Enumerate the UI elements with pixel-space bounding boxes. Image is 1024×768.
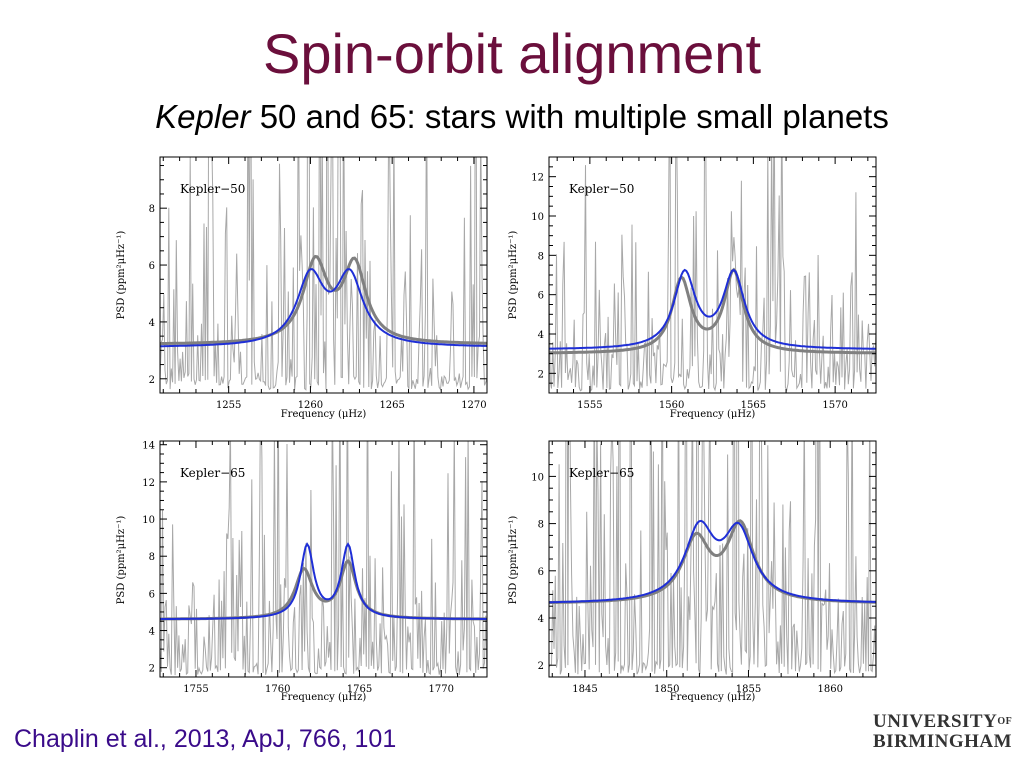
y-tick-label: 8	[538, 251, 544, 262]
x-axis-label: Frequency (μHz)	[281, 692, 367, 703]
y-tick-label: 2	[149, 375, 155, 386]
y-tick-label: 14	[142, 441, 155, 452]
x-tick-label: 1255	[216, 400, 241, 411]
y-tick-label: 8	[149, 552, 155, 563]
y-tick-label: 4	[149, 627, 155, 638]
y-tick-label: 10	[531, 212, 544, 223]
panel-label: Kepler−50	[569, 182, 634, 196]
chart-panel-3: 1755 1760 1765 1770 2 4 6 8 10 12 14 Kepler−65 Frequ…	[116, 440, 488, 703]
chart-panel-2: 1555 1560 1565 1570 2 4 6 8 10 12 Kepler−50 Frequen…	[508, 156, 877, 420]
y-axis-label: PSD (ppm²μHz⁻¹)	[508, 231, 519, 320]
subtitle-italic: Kepler	[155, 98, 251, 135]
x-tick-label: 1555	[577, 400, 602, 411]
x-tick-label: 1770	[428, 684, 453, 695]
y-tick-label: 4	[149, 318, 155, 329]
x-axis-label: Frequency (μHz)	[670, 409, 756, 420]
x-tick-label: 1850	[654, 684, 679, 695]
y-tick-label: 8	[538, 520, 544, 531]
model-fit-line	[549, 519, 876, 604]
raw-spectrum-line	[160, 157, 487, 392]
x-tick-label: 1855	[736, 684, 761, 695]
x-axis-label: Frequency (μHz)	[281, 409, 367, 420]
citation: Chaplin et al., 2013, ApJ, 766, 101	[14, 725, 397, 753]
model-fit-line	[549, 268, 876, 350]
panel-label: Kepler−50	[180, 182, 245, 196]
x-tick-label: 1265	[379, 400, 404, 411]
smoothed-spectrum-line	[160, 254, 487, 346]
y-tick-label: 2	[149, 664, 155, 675]
y-tick-label: 6	[538, 567, 544, 578]
y-tick-label: 2	[538, 369, 544, 380]
y-tick-label: 8	[149, 204, 155, 215]
y-tick-label: 2	[538, 661, 544, 672]
raw-spectrum-line	[160, 441, 487, 676]
raw-spectrum-line	[549, 441, 876, 675]
university-logo: UNIVERSITYOF BIRMINGHAM	[873, 712, 1012, 752]
raw-spectrum-line	[549, 157, 876, 393]
y-tick-label: 6	[149, 589, 155, 600]
x-tick-label: 1570	[822, 400, 847, 411]
x-tick-label: 1760	[265, 684, 290, 695]
y-tick-label: 12	[531, 173, 544, 184]
x-tick-label: 1565	[741, 400, 766, 411]
smoothed-spectrum-line	[549, 267, 876, 355]
y-tick-label: 6	[538, 291, 544, 302]
slide-title: Spin-orbit alignment	[262, 22, 762, 85]
y-tick-label: 4	[538, 614, 544, 625]
y-tick-label: 12	[142, 478, 155, 489]
logo-line-1: UNIVERSITY	[873, 711, 998, 732]
logo-of: OF	[997, 716, 1013, 727]
x-tick-label: 1755	[183, 684, 208, 695]
chart-panel-4: 1845 1850 1855 1860 2 4 6 8 10 Kepler−65 Frequency…	[508, 440, 877, 703]
x-axis-label: Frequency (μHz)	[670, 692, 756, 703]
plot-frame	[159, 440, 488, 678]
y-axis-label: PSD (ppm²μHz⁻¹)	[116, 231, 127, 320]
subtitle-rest: 50 and 65: stars with multiple small pla…	[250, 98, 889, 135]
x-tick-label: 1845	[572, 684, 597, 695]
x-tick-label: 1270	[461, 400, 486, 411]
y-axis-label: PSD (ppm²μHz⁻¹)	[508, 516, 519, 605]
y-tick-label: 10	[531, 472, 544, 483]
x-tick-label: 1765	[347, 684, 372, 695]
panel-label: Kepler−65	[569, 466, 634, 480]
x-tick-label: 1560	[659, 400, 684, 411]
slide-subtitle: Kepler 50 and 65: stars with multiple sm…	[0, 97, 1024, 137]
panel-label: Kepler−65	[180, 466, 245, 480]
y-tick-label: 4	[538, 330, 544, 341]
y-tick-label: 10	[142, 515, 155, 526]
model-fit-line	[160, 268, 487, 348]
plot-frame	[159, 156, 488, 394]
y-axis-label: PSD (ppm²μHz⁻¹)	[116, 516, 127, 605]
y-tick-label: 6	[149, 261, 155, 272]
chart-panel-1: 1255 1260 1265 1270 2 4 6 8 Kepler−50 Frequency (…	[116, 156, 488, 420]
logo-line-2: BIRMINGHAM	[873, 731, 1013, 752]
model-fit-line	[160, 542, 487, 620]
x-tick-label: 1260	[298, 400, 323, 411]
x-tick-label: 1860	[817, 684, 842, 695]
